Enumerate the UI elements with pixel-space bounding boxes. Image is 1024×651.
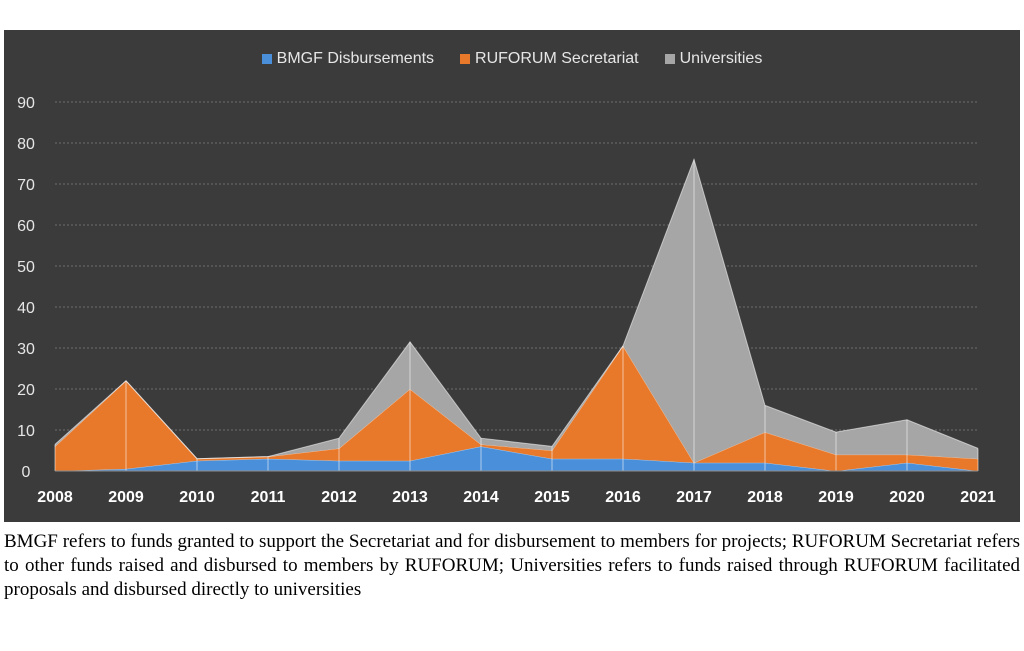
y-tick-label-20: 20 [17,382,35,399]
y-tick-label-50: 50 [17,259,35,276]
x-tick-label-2009: 2009 [108,489,144,506]
legend-item-ruforum: RUFORUM Secretariat [460,50,639,68]
legend-swatch-universities [664,54,675,64]
x-tick-label-2013: 2013 [392,489,428,506]
legend-swatch-ruforum [460,54,471,64]
x-tick-label-2017: 2017 [676,489,712,506]
chart-panel: BMGF Disbursements RUFORUM Secretariat U… [4,30,1020,522]
y-tick-label-30: 30 [17,341,35,358]
legend-swatch-bmgf [261,54,272,64]
x-tick-label-2008: 2008 [37,489,73,506]
area-series-2 [55,159,978,463]
legend-label-ruforum: RUFORUM Secretariat [475,50,639,67]
x-tick-label-2018: 2018 [747,489,783,506]
y-tick-label-40: 40 [17,300,35,317]
area-series-1 [55,345,978,471]
y-tick-label-60: 60 [17,218,35,235]
legend-label-bmgf: BMGF Disbursements [276,50,435,67]
figure-caption: BMGF refers to funds granted to support … [4,531,1020,600]
y-tick-label-0: 0 [22,464,31,481]
x-tick-label-2019: 2019 [818,489,854,506]
y-tick-label-10: 10 [17,423,35,440]
x-tick-label-2014: 2014 [463,489,499,506]
legend-label-universities: Universities [679,50,763,67]
area-outline-series-2 [54,157,979,460]
x-tick-label-2012: 2012 [321,489,357,506]
y-tick-label-80: 80 [17,136,35,153]
x-tick-label-2020: 2020 [889,489,925,506]
stacked-area-chart: 0 10 20 30 40 50 60 70 80 90 2008 2009 2010 2011 2012 2… [17,95,996,506]
legend-item-universities: Universities [664,50,763,68]
x-tick-label-2016: 2016 [605,489,641,506]
legend-item-bmgf: BMGF Disbursements [261,50,435,68]
x-tick-label-2015: 2015 [534,489,570,506]
x-tick-label-2021: 2021 [960,489,996,506]
legend: BMGF Disbursements RUFORUM Secretariat U… [4,50,1020,68]
y-tick-label-70: 70 [17,177,35,194]
y-tick-label-90: 90 [17,95,35,112]
area-series-0 [55,446,978,471]
x-tick-label-2010: 2010 [179,489,215,506]
x-tick-label-2011: 2011 [251,489,286,506]
